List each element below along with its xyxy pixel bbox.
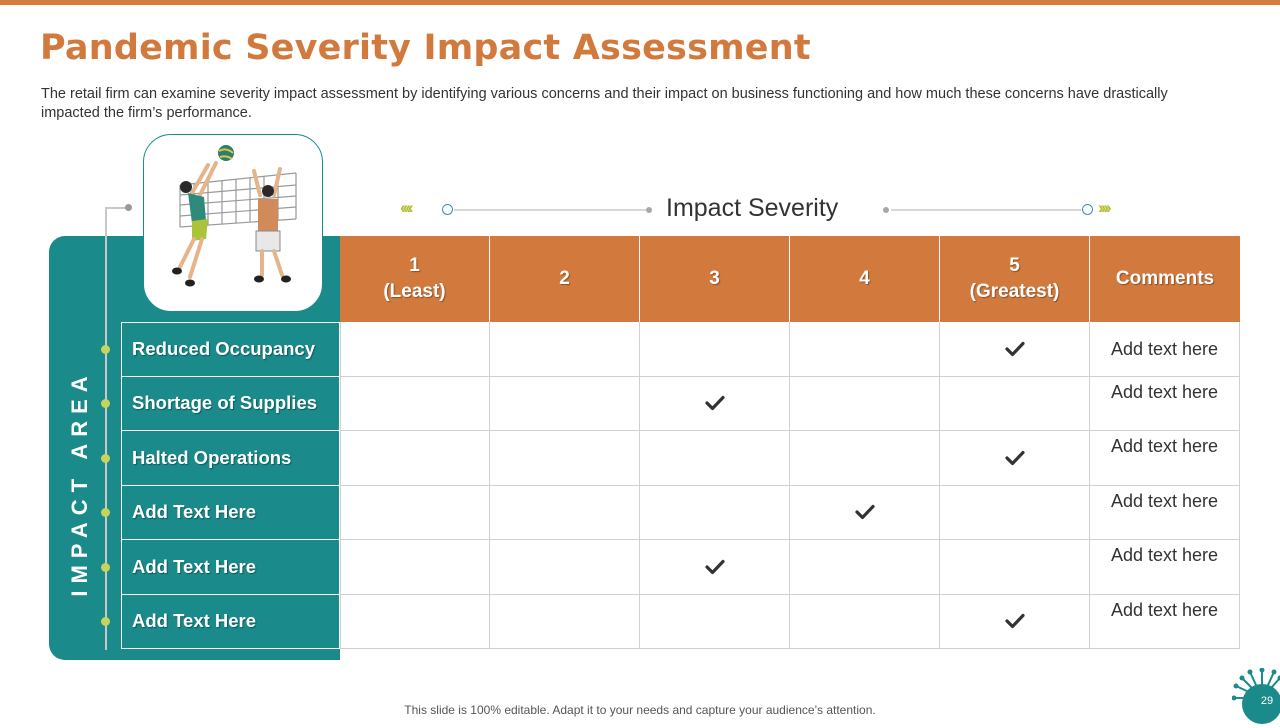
column-header-number: 2 [559, 266, 570, 292]
impact-area-row-label: Shortage of Supplies [121, 377, 340, 432]
column-header-number: 4 [859, 266, 870, 292]
severity-cell [640, 322, 790, 377]
volleyball-players-illustration [143, 134, 323, 312]
severity-cell [790, 322, 940, 377]
severity-cell [790, 431, 940, 486]
row-bullet [101, 454, 110, 463]
check-icon [1005, 613, 1025, 629]
severity-column-header: 3 [640, 236, 790, 322]
impact-area-row-label: Add Text Here [121, 595, 340, 650]
severity-cell [790, 486, 940, 541]
severity-cell [640, 595, 790, 650]
severity-cell [490, 431, 640, 486]
connector-line [105, 207, 107, 650]
check-icon [705, 559, 725, 575]
row-bullet [101, 563, 110, 572]
severity-cell [790, 377, 940, 432]
severity-cell [490, 322, 640, 377]
chevrons-left-icon: ‹‹‹‹ [400, 198, 411, 218]
connector-dot [125, 204, 132, 211]
column-header-number: 1 [383, 253, 445, 279]
severity-cell [640, 377, 790, 432]
severity-column-header: 2 [490, 236, 640, 322]
top-accent-bar [0, 0, 1280, 5]
severity-cell [940, 595, 1090, 650]
impact-area-row-label: Add Text Here [121, 540, 340, 595]
severity-cell [490, 486, 640, 541]
check-icon [1005, 450, 1025, 466]
severity-cell [340, 486, 490, 541]
severity-cell [340, 540, 490, 595]
severity-line-right [891, 209, 1081, 211]
severity-column-header: 4 [790, 236, 940, 322]
severity-cell [940, 322, 1090, 377]
severity-cell [490, 540, 640, 595]
comments-column-header: Comments [1090, 236, 1240, 322]
impact-severity-header: ‹‹‹‹ Impact Severity ›››› [396, 194, 1136, 226]
comment-cell: Add text here [1090, 431, 1240, 486]
severity-cell [340, 431, 490, 486]
severity-cell [340, 595, 490, 650]
severity-cell [940, 540, 1090, 595]
severity-cell [790, 540, 940, 595]
impact-area-label: IMPACT AREA [67, 369, 93, 596]
severity-cell [340, 377, 490, 432]
line-end-circle-right [1082, 204, 1093, 215]
severity-cell [640, 486, 790, 541]
footer-note: This slide is 100% editable. Adapt it to… [0, 703, 1280, 717]
severity-cell [940, 431, 1090, 486]
check-icon [705, 395, 725, 411]
row-bullet [101, 345, 110, 354]
comment-cell: Add text here [1090, 486, 1240, 541]
severity-cell [490, 377, 640, 432]
line-end-circle-left [442, 204, 453, 215]
check-icon [855, 504, 875, 520]
column-header-number: 5 [970, 253, 1060, 279]
impact-severity-title: Impact Severity [666, 194, 838, 223]
comment-cell: Add text here [1090, 540, 1240, 595]
severity-cell [940, 377, 1090, 432]
severity-cell [790, 595, 940, 650]
impact-area-row-label: Reduced Occupancy [121, 322, 340, 377]
severity-cell [940, 486, 1090, 541]
severity-column-header: 5(Greatest) [940, 236, 1090, 322]
column-header-caption: (Greatest) [970, 279, 1060, 305]
comment-cell: Add text here [1090, 377, 1240, 432]
line-dot-right [883, 207, 889, 213]
severity-cell [640, 431, 790, 486]
comment-cell: Add text here [1090, 595, 1240, 650]
chevrons-right-icon: ›››› [1098, 198, 1109, 218]
comment-cell: Add text here [1090, 322, 1240, 377]
severity-cell [490, 595, 640, 650]
column-header-caption: (Least) [383, 279, 445, 305]
line-dot-left [646, 207, 652, 213]
severity-cell [640, 540, 790, 595]
check-icon [1005, 341, 1025, 357]
page-subtitle: The retail firm can examine severity imp… [41, 85, 1221, 123]
severity-line-left [454, 209, 650, 211]
impact-area-row-label: Add Text Here [121, 486, 340, 541]
severity-cell [340, 322, 490, 377]
impact-area-row-label: Halted Operations [121, 431, 340, 486]
severity-column-header: 1(Least) [340, 236, 490, 322]
column-header-number: 3 [709, 266, 720, 292]
page-title: Pandemic Severity Impact Assessment [40, 28, 811, 68]
